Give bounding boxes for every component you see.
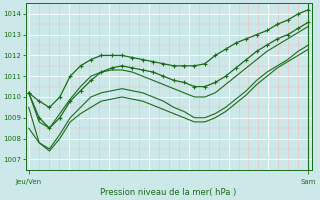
X-axis label: Pression niveau de la mer( hPa ): Pression niveau de la mer( hPa ) xyxy=(100,188,237,197)
